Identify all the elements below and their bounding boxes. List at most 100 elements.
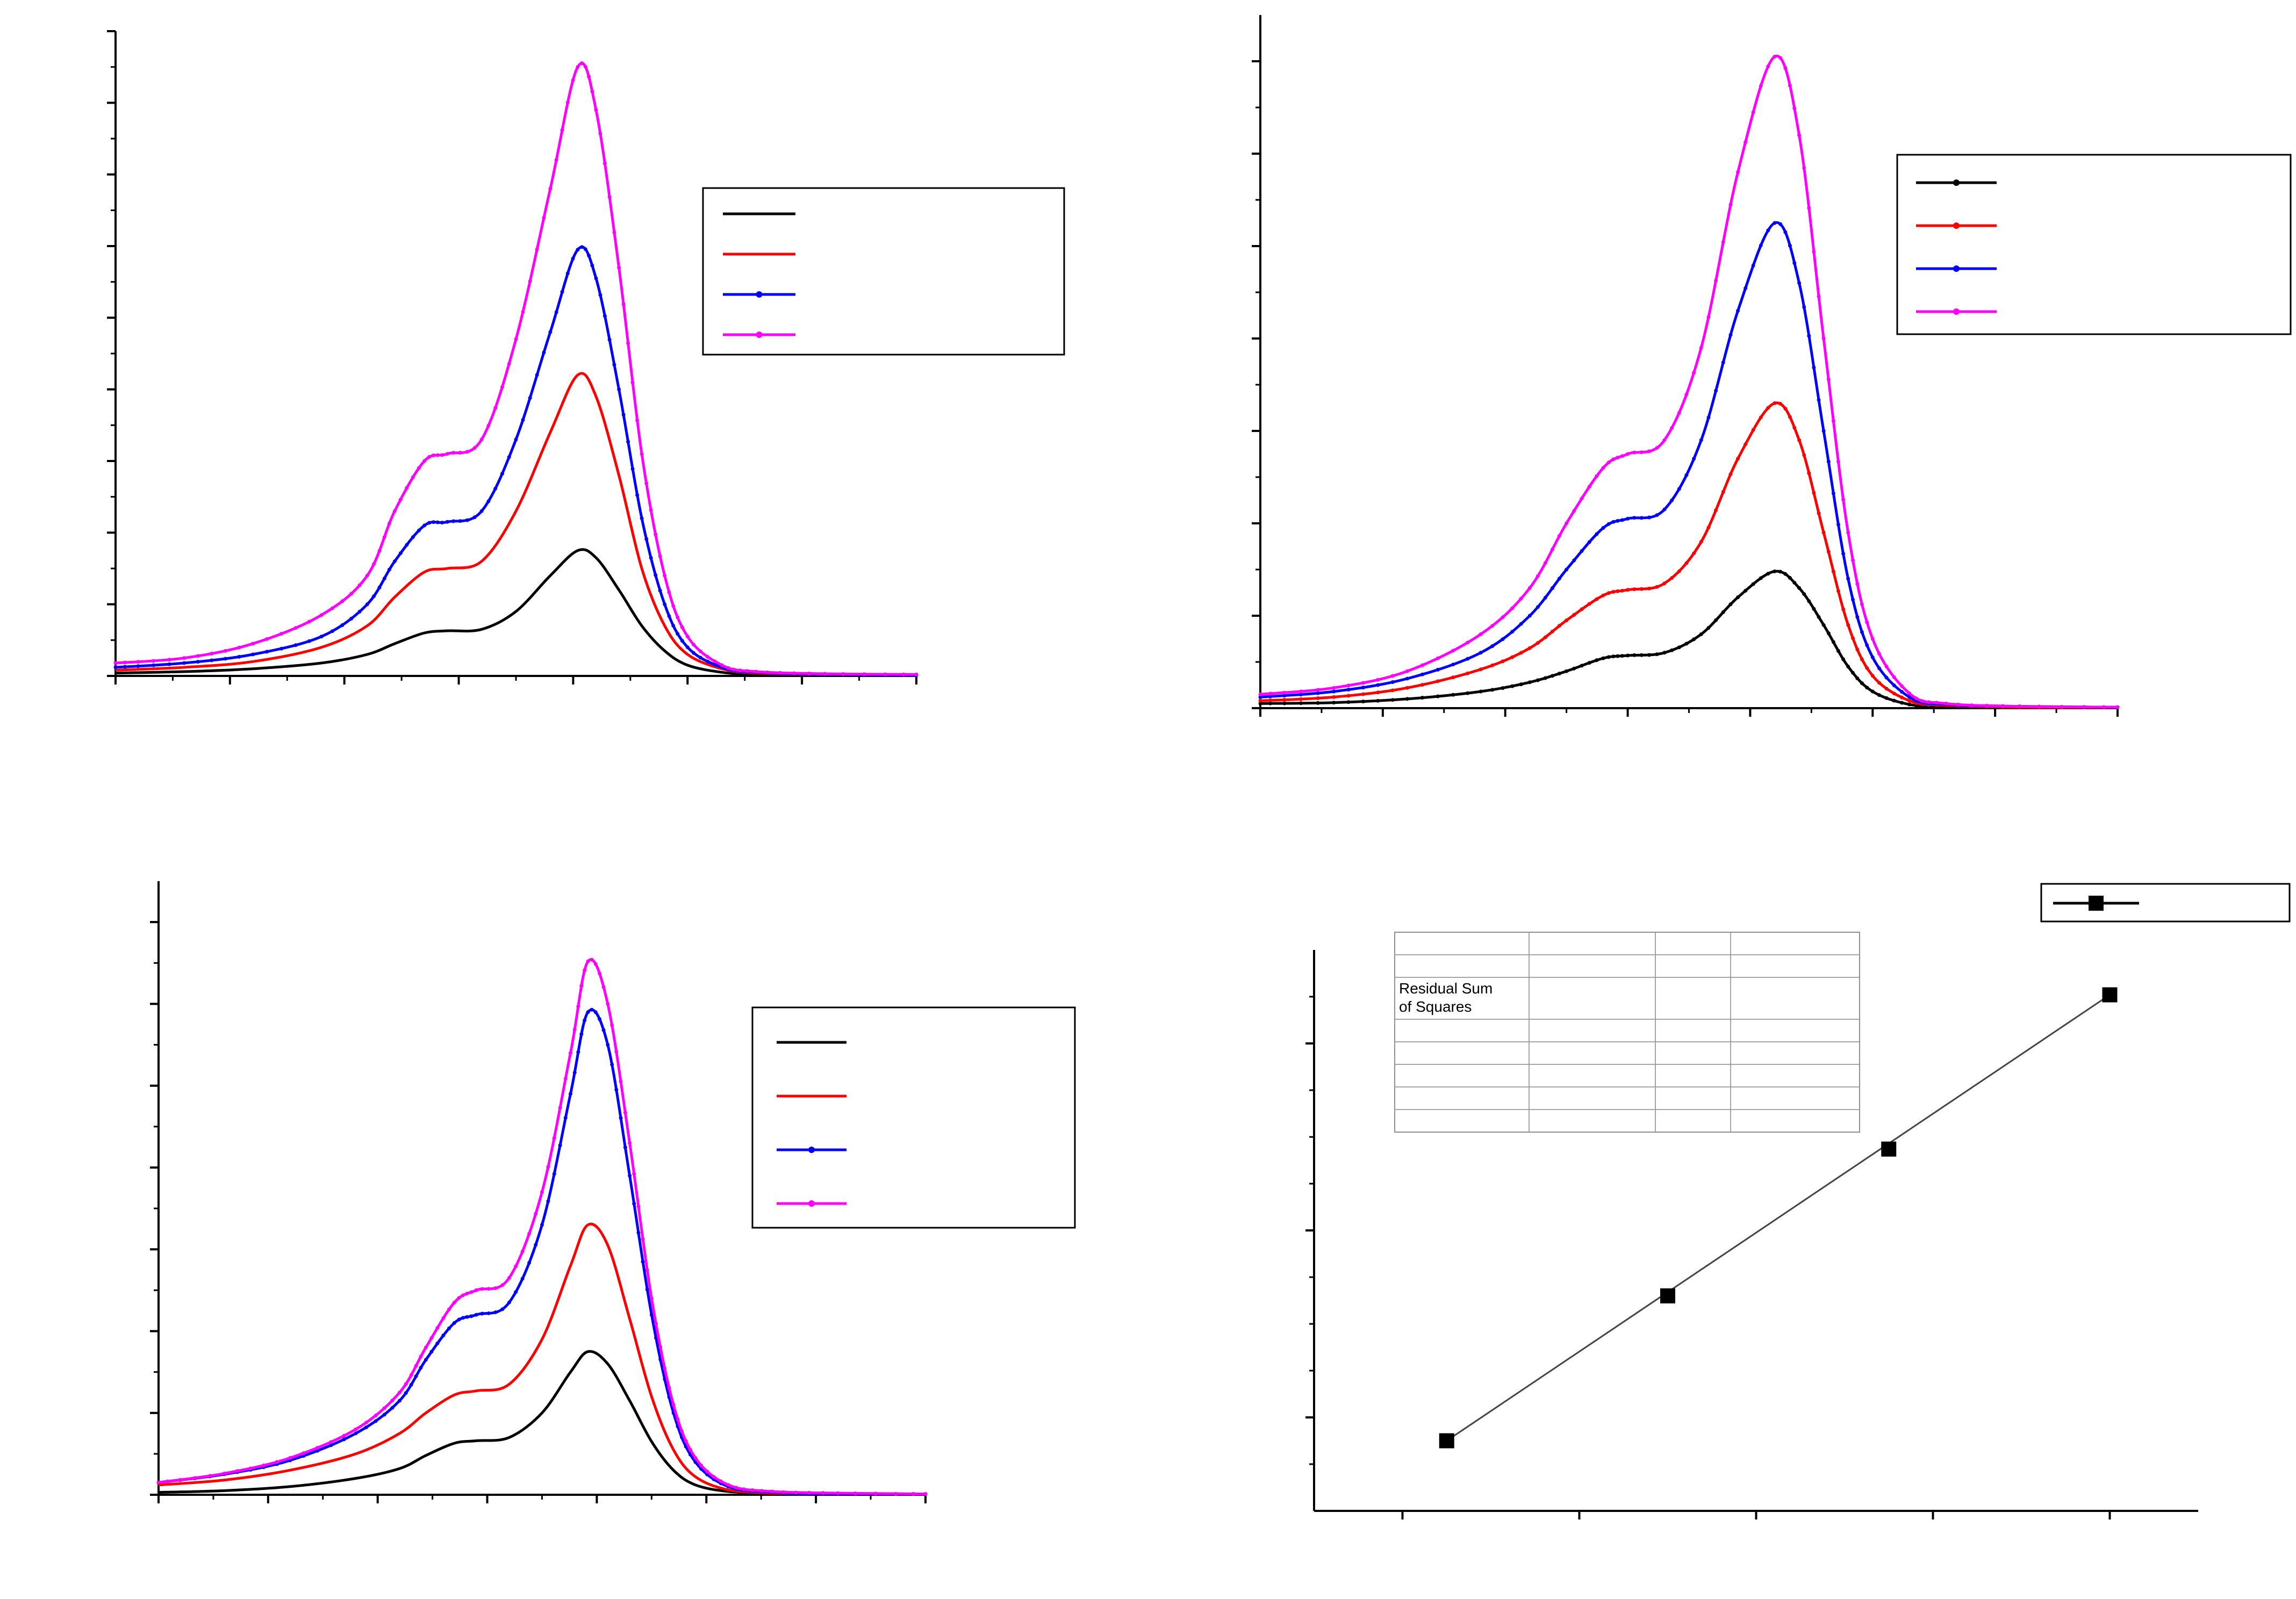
data-point	[1985, 703, 1989, 708]
data-point	[1557, 534, 1561, 538]
data-point	[617, 265, 621, 270]
data-point	[1420, 683, 1424, 687]
data-point	[1802, 166, 1806, 170]
data-point	[409, 1373, 413, 1377]
data-point	[535, 373, 539, 377]
data-point	[586, 1010, 590, 1014]
data-point	[572, 1027, 577, 1032]
data-point	[1807, 206, 1811, 210]
data-point	[1792, 426, 1797, 430]
data-point	[1877, 693, 1881, 697]
data-point	[1826, 550, 1831, 554]
data-point	[1721, 610, 1725, 614]
data-point	[560, 290, 564, 294]
data-point	[500, 385, 504, 389]
data-point	[602, 161, 607, 165]
data-point	[123, 665, 127, 669]
data-point	[1783, 572, 1788, 576]
data-point	[1451, 649, 1455, 653]
data-point	[1639, 587, 1644, 591]
data-point	[1550, 586, 1554, 590]
data-point	[626, 440, 630, 444]
data-point	[1282, 690, 1287, 695]
data-point	[404, 1382, 408, 1386]
data-point	[1855, 615, 1860, 619]
data-point	[319, 635, 324, 639]
data-point	[1557, 577, 1561, 581]
data-point	[1802, 305, 1806, 309]
data-point	[136, 660, 140, 664]
data-point	[1490, 663, 1495, 667]
data-point	[765, 670, 770, 674]
data-point	[445, 520, 449, 524]
data-point	[901, 672, 906, 676]
data-point	[1870, 689, 1875, 694]
data-point	[2115, 705, 2120, 709]
data-point	[262, 1463, 266, 1467]
data-point	[1706, 626, 1711, 630]
data-point	[1620, 454, 1624, 458]
data-point	[1792, 581, 1797, 585]
data-point	[390, 1399, 394, 1403]
data-point	[699, 1463, 703, 1467]
data-point	[1580, 549, 1584, 553]
data-point	[457, 1317, 461, 1322]
data-point	[486, 1311, 491, 1315]
data-point	[382, 577, 386, 581]
data-point	[223, 657, 227, 661]
data-point	[472, 446, 477, 450]
data-point	[1778, 570, 1783, 574]
data-point	[1865, 643, 1869, 647]
data-point	[392, 509, 397, 513]
data-point	[1860, 681, 1864, 686]
data-point	[1420, 663, 1424, 667]
data-point	[521, 418, 525, 422]
data-point	[586, 959, 590, 963]
data-point	[641, 1237, 645, 1241]
data-point	[713, 662, 717, 667]
data-point	[542, 350, 546, 355]
data-point	[1451, 675, 1455, 680]
data-point	[807, 672, 811, 675]
data-point	[528, 396, 532, 400]
data-point	[1865, 666, 1869, 670]
data-point	[1892, 698, 1896, 703]
data-point	[1282, 694, 1287, 698]
data-point	[1501, 659, 1505, 664]
data-point	[644, 537, 649, 541]
data-point	[417, 466, 421, 470]
data-point	[658, 554, 662, 558]
data-point	[390, 1406, 394, 1410]
data-point	[1632, 450, 1637, 455]
data-point	[1927, 700, 1931, 704]
data-point	[606, 1043, 610, 1047]
data-point	[1606, 460, 1611, 465]
data-point	[807, 1490, 811, 1495]
legend-box	[751, 1006, 1076, 1229]
data-point	[237, 645, 241, 650]
data-point	[1595, 597, 1599, 601]
data-point	[1812, 607, 1816, 611]
data-point	[424, 1358, 428, 1362]
data-point	[1788, 415, 1792, 419]
data-point	[1743, 442, 1748, 446]
data-point	[167, 662, 171, 666]
data-point	[445, 452, 449, 456]
data-point	[1792, 106, 1797, 111]
data-point	[340, 623, 345, 627]
data-point	[1900, 701, 1904, 705]
data-point	[1565, 521, 1569, 525]
data-point	[528, 279, 532, 283]
data-point	[1900, 690, 1904, 694]
data-point	[1451, 693, 1455, 697]
data-point	[1778, 402, 1783, 406]
data-point	[1892, 675, 1896, 679]
data-point	[1684, 473, 1689, 477]
data-point	[1501, 686, 1505, 690]
data-point	[1299, 701, 1303, 705]
fit-table-text: Residual Sum	[1399, 980, 1493, 997]
data-point	[554, 310, 558, 314]
data-point	[598, 293, 602, 297]
data-point	[770, 1489, 774, 1494]
data-point	[1316, 691, 1320, 695]
